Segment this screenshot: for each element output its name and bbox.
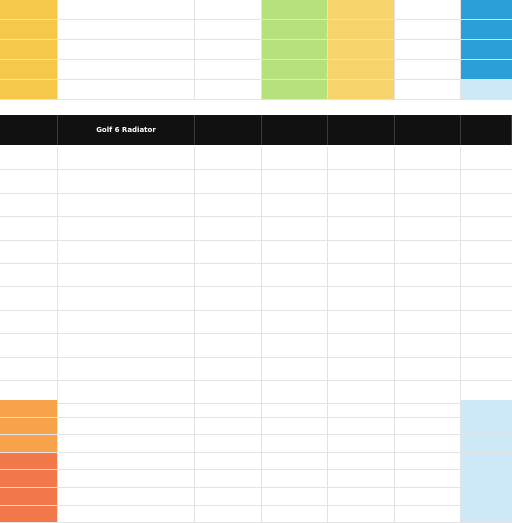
value-cell xyxy=(328,60,395,79)
value-cell xyxy=(461,417,512,435)
row-label-cell xyxy=(0,505,58,523)
value-cell xyxy=(461,505,512,523)
value-cell xyxy=(262,80,328,99)
value-cell xyxy=(395,0,461,19)
description-cell xyxy=(58,40,195,59)
value-cell xyxy=(195,0,262,19)
header-cell xyxy=(395,115,461,145)
header-cell xyxy=(0,115,58,145)
value-cell xyxy=(461,20,512,39)
value-cell xyxy=(461,40,512,59)
table-row xyxy=(0,470,512,488)
value-cell xyxy=(461,80,512,99)
row-label-cell xyxy=(0,487,58,505)
table-row xyxy=(0,40,512,60)
value-cell xyxy=(461,470,512,487)
description-cell xyxy=(58,0,195,19)
table-row xyxy=(0,80,512,100)
value-cell xyxy=(195,20,262,39)
value-cell xyxy=(328,40,395,59)
value-cell xyxy=(195,80,262,99)
table-row xyxy=(0,417,512,436)
value-cell xyxy=(328,80,395,99)
main-table xyxy=(0,147,512,405)
value-cell xyxy=(262,40,328,59)
row-label-cell xyxy=(0,40,58,59)
value-cell xyxy=(461,452,512,470)
value-cell xyxy=(262,20,328,39)
table-header: Golf 6 Radiator xyxy=(0,115,512,145)
table-row xyxy=(0,487,512,506)
bottom-table xyxy=(0,400,512,523)
row-label-cell xyxy=(0,417,58,435)
value-cell xyxy=(328,20,395,39)
table-row xyxy=(0,170,512,194)
table-row xyxy=(0,505,512,523)
table-row xyxy=(0,60,512,80)
value-cell xyxy=(461,435,512,452)
row-label-cell xyxy=(0,0,58,19)
row-label-cell xyxy=(0,60,58,79)
table-row xyxy=(0,193,512,218)
table-row xyxy=(0,240,512,264)
row-label-cell xyxy=(0,80,58,99)
top-table xyxy=(0,0,512,100)
value-cell xyxy=(461,60,512,79)
description-cell xyxy=(58,80,195,99)
page-title: Golf 6 Radiator xyxy=(58,115,195,145)
table-row xyxy=(0,0,512,20)
table-row xyxy=(0,435,512,453)
value-cell xyxy=(395,80,461,99)
value-cell xyxy=(461,0,512,19)
value-cell xyxy=(395,20,461,39)
header-cell xyxy=(262,115,328,145)
value-cell xyxy=(395,40,461,59)
header-row: Golf 6 Radiator xyxy=(0,115,512,145)
row-label-cell xyxy=(0,20,58,39)
value-cell xyxy=(328,0,395,19)
table-row xyxy=(0,263,512,288)
value-cell xyxy=(262,60,328,79)
value-cell xyxy=(461,400,512,417)
table-row xyxy=(0,452,512,471)
value-cell xyxy=(195,40,262,59)
description-cell xyxy=(58,20,195,39)
header-cell xyxy=(195,115,262,145)
table-row xyxy=(0,334,512,358)
value-cell xyxy=(195,60,262,79)
row-label-cell xyxy=(0,470,58,487)
row-label-cell xyxy=(0,435,58,452)
description-cell xyxy=(58,60,195,79)
row-label-cell xyxy=(0,452,58,470)
table-row xyxy=(0,217,512,241)
table-row xyxy=(0,357,512,381)
value-cell xyxy=(262,0,328,19)
value-cell xyxy=(395,60,461,79)
table-row xyxy=(0,20,512,40)
value-cell xyxy=(461,487,512,505)
table-row xyxy=(0,380,512,405)
header-cell xyxy=(328,115,395,145)
table-row xyxy=(0,400,512,418)
header-cell xyxy=(461,115,512,145)
row-label-cell xyxy=(0,400,58,417)
table-row xyxy=(0,310,512,335)
table-row xyxy=(0,287,512,311)
table-row xyxy=(0,147,512,171)
